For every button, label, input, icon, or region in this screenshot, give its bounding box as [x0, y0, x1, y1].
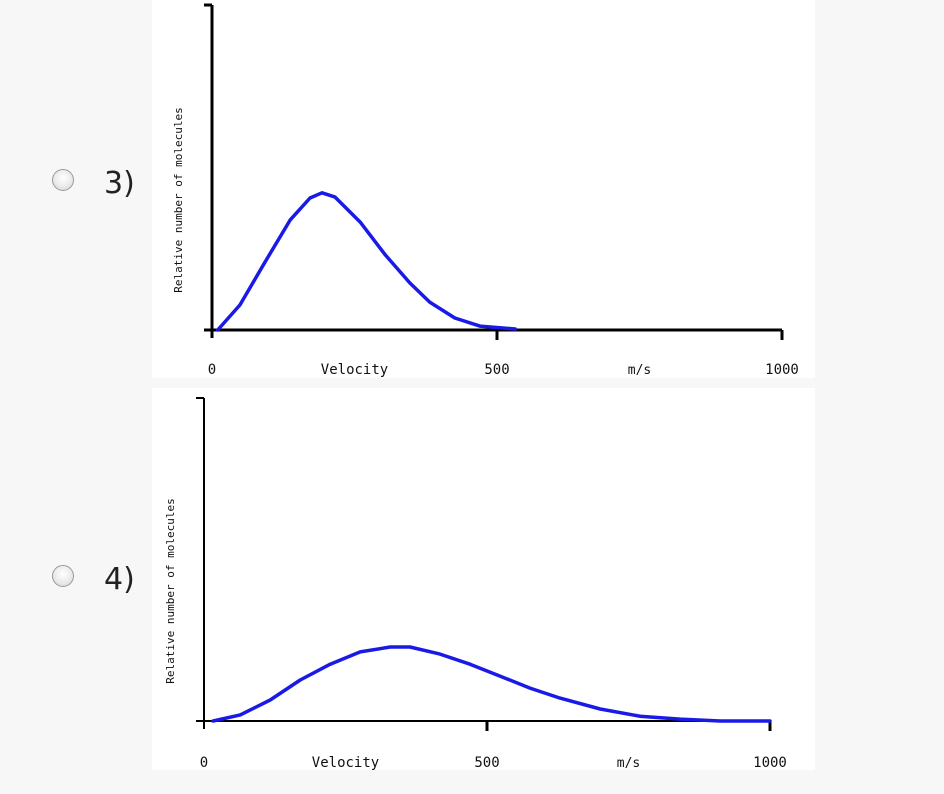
curve-point: [333, 195, 337, 199]
x-tick-label: 0: [200, 755, 208, 770]
curve-point: [358, 220, 362, 224]
curve-point: [428, 300, 432, 304]
curve-point: [438, 652, 442, 656]
curve-point: [478, 324, 482, 328]
curve-point: [498, 674, 502, 678]
x-axis-unit: m/s: [617, 756, 640, 770]
x-tick-label: 1000: [753, 755, 787, 770]
curve-point: [598, 707, 602, 711]
curve-point: [238, 303, 242, 307]
curve-point: [468, 662, 472, 666]
curve-point: [238, 713, 242, 717]
x-tick-label: 0: [208, 362, 216, 378]
x-axis-label: Velocity: [312, 755, 379, 770]
curve-point: [211, 719, 215, 723]
option-4-label: 4): [104, 562, 135, 597]
curve-point: [288, 218, 292, 222]
curve-point: [216, 328, 220, 332]
chart-option-3: 0 500 1000 Velocity m/s Relative number of mo…: [152, 0, 815, 378]
curve-point: [358, 650, 362, 654]
chart-option-4: 0 500 1000 Velocity m/s Relative number of mo…: [152, 388, 815, 771]
distribution-curve: [215, 191, 517, 332]
curve-point: [678, 717, 682, 721]
option-3-radio[interactable]: [52, 169, 74, 191]
curve-point: [768, 719, 772, 723]
option-3-label: 3): [104, 166, 135, 201]
curve-point: [718, 719, 722, 723]
x-tick-label: 500: [484, 362, 509, 378]
y-axis-label: Relative number of molecules: [164, 498, 177, 683]
curve-point: [408, 281, 412, 285]
curve-point: [388, 645, 392, 649]
chart-4-svg: 0 500 1000 Velocity m/s Relative number of mo…: [164, 397, 787, 771]
curve-point: [298, 678, 302, 682]
curve-point: [328, 662, 332, 666]
chart-3-svg: 0 500 1000 Velocity m/s Relative number of mo…: [172, 3, 799, 378]
curve-point: [383, 253, 387, 257]
option-4-radio[interactable]: [52, 565, 74, 587]
curve-point: [513, 327, 517, 331]
x-tick-label: 500: [474, 755, 499, 770]
curve-point: [263, 260, 267, 264]
curve-point: [320, 191, 324, 195]
distribution-curve: [211, 645, 772, 723]
curve-point: [408, 645, 412, 649]
curve-point: [453, 316, 457, 320]
curve-point: [558, 696, 562, 700]
x-tick-label: 1000: [765, 362, 799, 378]
curve-point: [268, 698, 272, 702]
curve-point: [638, 714, 642, 718]
x-axis-label: Velocity: [321, 362, 388, 378]
curve-point: [308, 196, 312, 200]
x-axis-unit: m/s: [628, 363, 651, 378]
y-axis-label: Relative number of molecules: [172, 107, 185, 292]
curve-point: [528, 686, 532, 690]
